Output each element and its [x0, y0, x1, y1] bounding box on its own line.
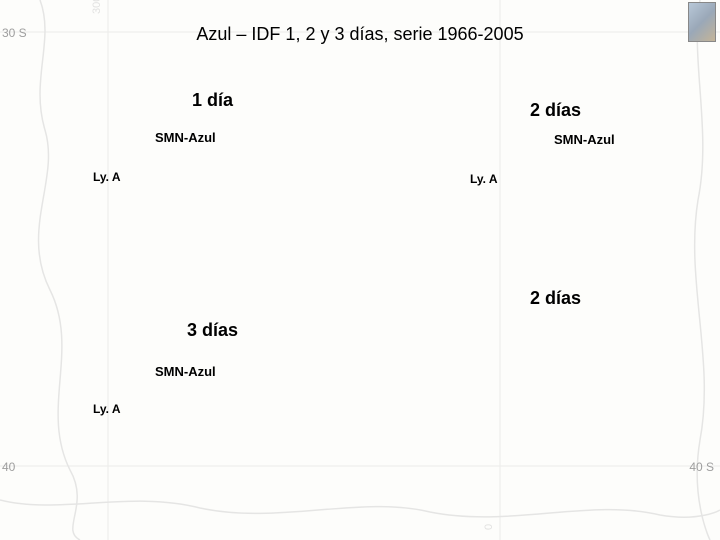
panel-2dias-a-heading: 2 días [530, 100, 581, 121]
panel-3dias-series-a: SMN-Azul [155, 364, 216, 379]
panel-1dia-heading: 1 día [192, 90, 233, 111]
panel-2dias-b-heading: 2 días [530, 288, 581, 309]
panel-1dia-series-a: SMN-Azul [155, 130, 216, 145]
panel-1dia-series-b: Ly. A [93, 170, 121, 184]
slide-title: Azul – IDF 1, 2 y 3 días, serie 1966-200… [0, 24, 720, 45]
slide-content: Azul – IDF 1, 2 y 3 días, serie 1966-200… [0, 0, 720, 540]
panel-3dias-heading: 3 días [187, 320, 238, 341]
panel-2dias-a-series-a: SMN-Azul [554, 132, 615, 147]
panel-2dias-a-series-b: Ly. A [470, 172, 498, 186]
panel-3dias-series-b: Ly. A [93, 402, 121, 416]
